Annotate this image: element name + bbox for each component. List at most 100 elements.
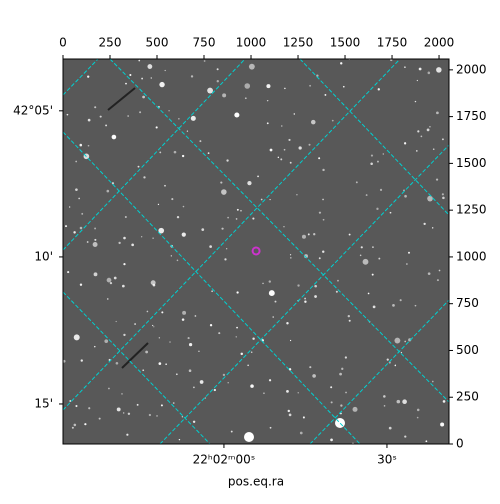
y-tick-label: 1250 [456, 203, 487, 217]
star [247, 180, 252, 186]
star [388, 361, 391, 364]
star [216, 68, 219, 71]
star [69, 206, 71, 208]
star [417, 130, 420, 133]
satellite-trail [107, 87, 136, 111]
star [104, 339, 109, 344]
star [304, 297, 307, 300]
star [125, 82, 127, 85]
star [402, 399, 407, 405]
star [122, 284, 125, 288]
star [403, 142, 407, 145]
star [134, 323, 136, 325]
star [431, 380, 434, 383]
star [143, 176, 146, 179]
star [127, 412, 131, 415]
star [141, 77, 144, 80]
star [164, 184, 166, 187]
wcs-y-tick-label: 42°05' [13, 103, 53, 117]
star [80, 359, 83, 362]
star [297, 284, 300, 287]
star [427, 71, 431, 75]
star [123, 412, 125, 414]
star [420, 135, 423, 138]
star [377, 160, 379, 163]
star [337, 279, 339, 282]
star [297, 392, 299, 394]
star [280, 158, 283, 161]
star [171, 198, 174, 201]
star [438, 269, 441, 272]
star [400, 351, 403, 354]
star [221, 227, 224, 230]
y-tick-label: 1000 [456, 249, 487, 263]
star [289, 161, 292, 164]
star [105, 124, 108, 127]
star [131, 243, 134, 247]
star [301, 234, 306, 239]
star [399, 299, 402, 302]
star [286, 322, 289, 325]
star [145, 350, 149, 354]
star [201, 228, 205, 232]
star [252, 217, 255, 220]
star [136, 403, 139, 406]
star [209, 245, 212, 248]
star [207, 152, 210, 155]
star [236, 208, 239, 211]
star [188, 343, 193, 347]
star [345, 391, 347, 394]
star [118, 241, 121, 245]
star [274, 300, 277, 303]
star [431, 227, 434, 229]
star [158, 227, 165, 234]
star [221, 189, 227, 195]
star [240, 352, 244, 356]
star-field [63, 59, 446, 444]
star [379, 188, 383, 191]
x-tick-label: 0 [59, 36, 67, 50]
star [165, 363, 167, 365]
star [322, 250, 325, 253]
star [115, 361, 119, 365]
y-tick-label: 250 [456, 390, 479, 404]
star [73, 423, 77, 427]
star [84, 423, 87, 426]
star [390, 59, 393, 62]
x-tick-label: 500 [146, 36, 169, 50]
x-tick-label: 250 [99, 36, 122, 50]
star [168, 110, 170, 112]
star [318, 157, 321, 160]
star [159, 81, 165, 88]
star [244, 97, 247, 100]
star [427, 195, 433, 202]
star [371, 273, 374, 276]
star [193, 386, 195, 389]
star [88, 407, 91, 410]
star [266, 122, 269, 125]
x-tick-label: 2000 [424, 36, 455, 50]
star [318, 257, 321, 260]
axes-frame [62, 58, 450, 445]
grid-line [63, 59, 99, 96]
star [250, 384, 254, 388]
star [86, 241, 89, 243]
star [414, 304, 417, 307]
star [94, 238, 97, 241]
star [75, 404, 78, 408]
star [304, 254, 308, 259]
star [63, 359, 66, 363]
star [263, 392, 265, 395]
star [199, 140, 202, 143]
star [190, 115, 196, 121]
star [156, 415, 158, 417]
star [157, 203, 160, 206]
star [331, 119, 334, 122]
star [372, 305, 376, 309]
star [230, 430, 233, 433]
star [408, 251, 411, 254]
star [227, 216, 230, 219]
star [299, 431, 303, 435]
star [268, 290, 275, 297]
star [425, 440, 428, 443]
